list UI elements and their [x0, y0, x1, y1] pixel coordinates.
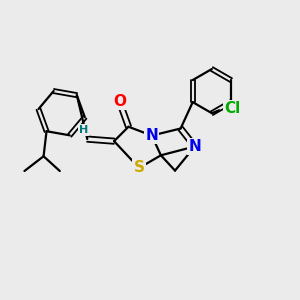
Text: N: N: [146, 128, 158, 143]
Text: H: H: [79, 125, 88, 135]
Text: Cl: Cl: [224, 101, 241, 116]
Text: S: S: [134, 160, 145, 175]
Text: N: N: [188, 139, 201, 154]
Text: O: O: [113, 94, 126, 109]
